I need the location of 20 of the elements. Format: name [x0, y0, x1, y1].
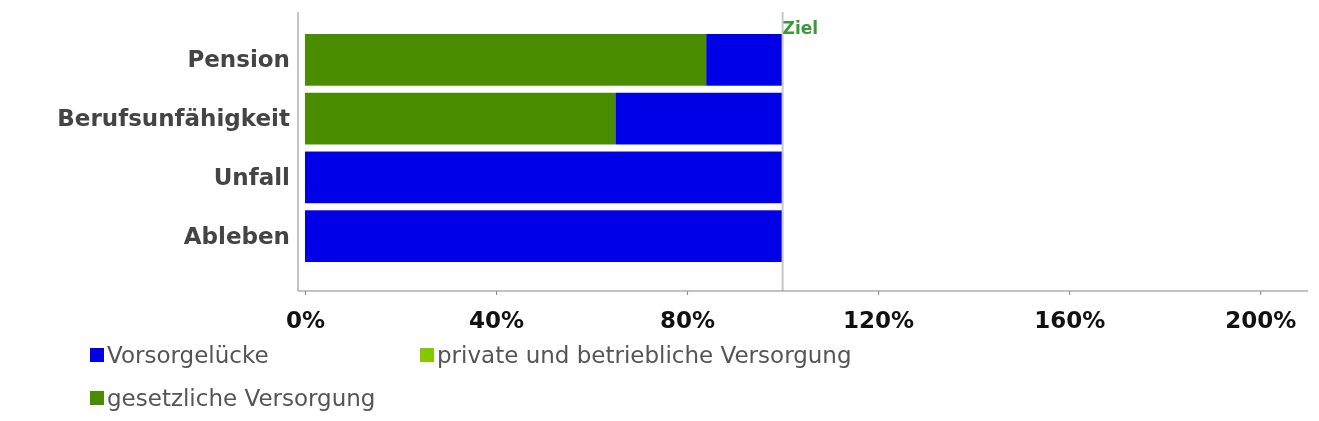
x-tick-label: 80% [660, 306, 716, 333]
legend-label: private und betriebliche Versorgung [437, 342, 852, 368]
x-tick-label: 0% [285, 306, 326, 333]
y-tick-label: Pension [187, 46, 290, 73]
x-tick-label: 40% [469, 306, 525, 333]
bar [305, 151, 783, 204]
bar [305, 210, 783, 262]
x-tick-label: 120% [843, 306, 915, 333]
y-tick-label: Ableben [183, 222, 290, 249]
x-tick-label: 200% [1225, 306, 1297, 333]
bar [615, 92, 783, 145]
y-tick-label: Unfall [213, 163, 290, 190]
bar [305, 34, 707, 86]
bar [706, 34, 783, 86]
y-tick-label: Berufsunfähigkeit [57, 104, 290, 131]
legend-label: gesetzliche Versorgung [107, 385, 376, 411]
bar [305, 92, 616, 145]
ref-line-label: Ziel [782, 18, 819, 38]
legend-label: Vorsorgelücke [107, 342, 269, 368]
x-tick-label: 160% [1034, 306, 1106, 333]
